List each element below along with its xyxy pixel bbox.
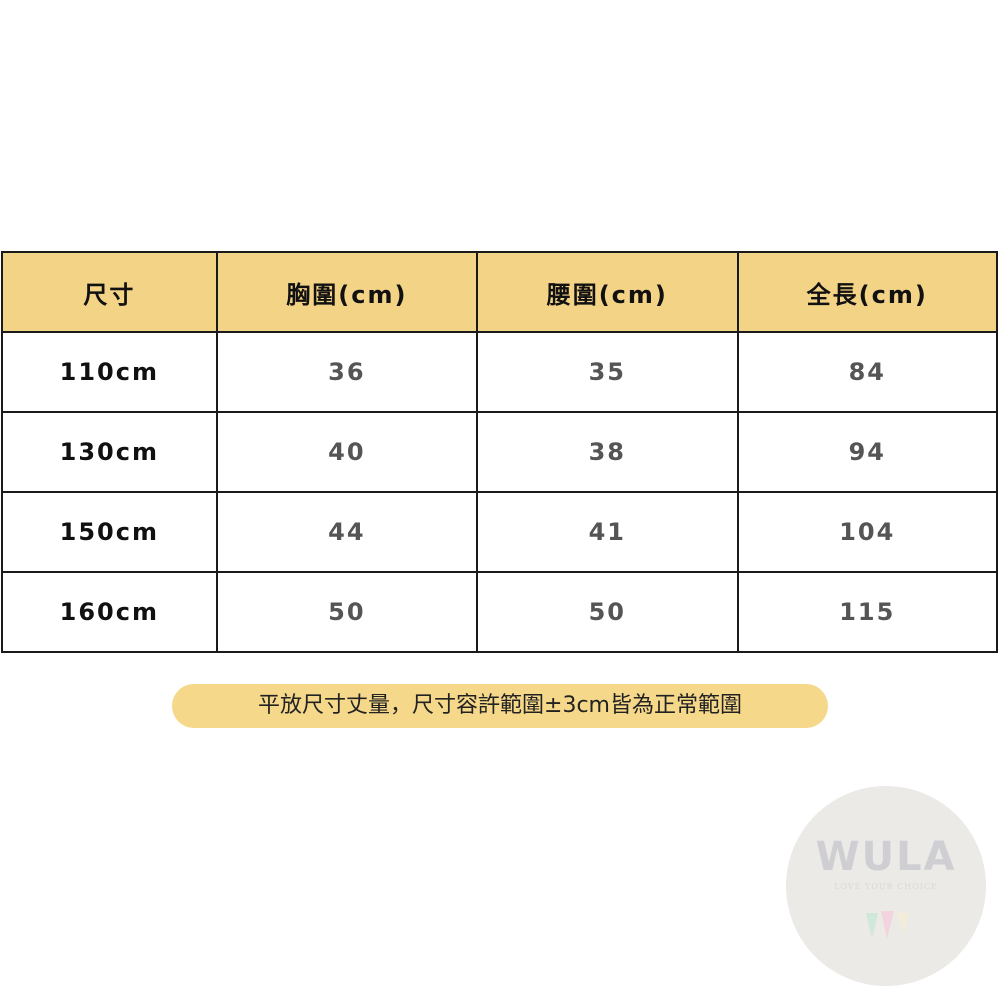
- cell-length: 94: [736, 411, 999, 493]
- table-row: 150cm 44 41 104: [1, 491, 999, 573]
- measurement-note: 平放尺寸丈量，尺寸容許範圍±3cm皆為正常範圍: [172, 684, 828, 728]
- brand-tagline: LOVE YOUR CHOICE: [834, 882, 938, 891]
- brand-watermark: WULA LOVE YOUR CHOICE: [786, 786, 986, 986]
- header-size: 尺寸: [1, 251, 218, 333]
- table-row: 130cm 40 38 94: [1, 411, 999, 493]
- table-row: 110cm 36 35 84: [1, 331, 999, 413]
- cell-waist: 50: [476, 571, 739, 653]
- cell-waist: 41: [476, 491, 739, 573]
- cell-chest: 50: [215, 571, 479, 653]
- header-row: 尺寸 胸圍(cm) 腰圍(cm) 全長(cm): [1, 251, 999, 333]
- cell-length: 84: [736, 331, 999, 413]
- cell-chest: 36: [215, 331, 479, 413]
- cell-size: 150cm: [1, 491, 218, 573]
- cell-chest: 44: [215, 491, 479, 573]
- header-chest: 胸圍(cm): [215, 251, 479, 333]
- header-waist: 腰圍(cm): [476, 251, 739, 333]
- table-row: 160cm 50 50 115: [1, 571, 999, 653]
- cell-chest: 40: [215, 411, 479, 493]
- cell-length: 115: [736, 571, 999, 653]
- cell-waist: 35: [476, 331, 739, 413]
- header-length: 全長(cm): [736, 251, 999, 333]
- cell-size: 160cm: [1, 571, 218, 653]
- cell-waist: 38: [476, 411, 739, 493]
- cone-icon: [866, 911, 909, 939]
- cell-size: 130cm: [1, 411, 218, 493]
- size-chart-table: 尺寸 胸圍(cm) 腰圍(cm) 全長(cm) 110cm 36 35 84 1…: [1, 251, 999, 653]
- cell-length: 104: [736, 491, 999, 573]
- cell-size: 110cm: [1, 331, 218, 413]
- brand-name: WULA: [815, 834, 957, 880]
